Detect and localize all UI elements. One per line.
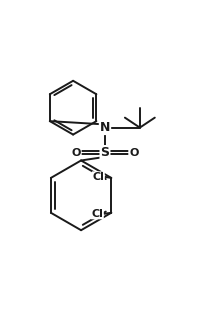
Text: O: O <box>72 147 81 158</box>
Text: O: O <box>129 147 139 158</box>
Text: Cl: Cl <box>91 209 103 219</box>
Text: Cl: Cl <box>92 172 104 182</box>
Text: S: S <box>100 146 109 159</box>
Text: N: N <box>100 121 110 134</box>
